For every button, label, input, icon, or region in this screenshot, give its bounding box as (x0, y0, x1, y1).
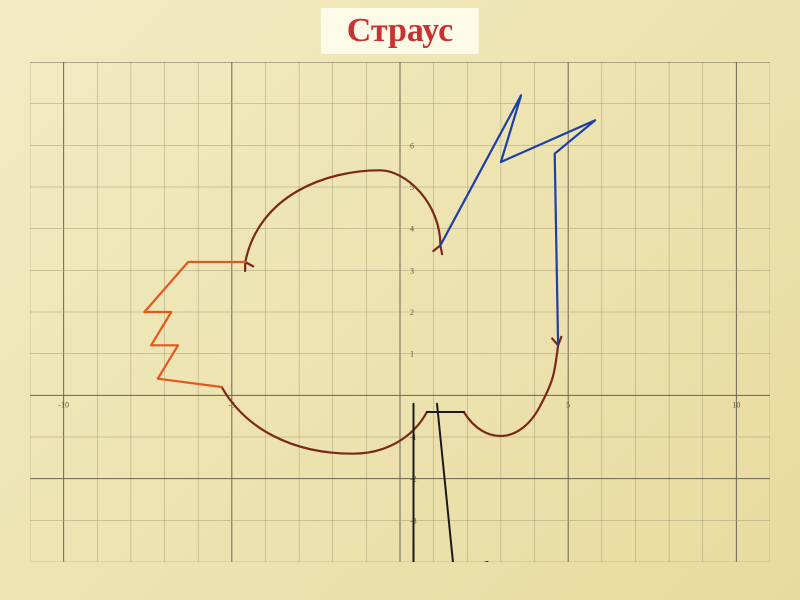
svg-text:3: 3 (410, 266, 414, 275)
title-text: Страус (347, 12, 453, 49)
svg-text:4: 4 (410, 225, 414, 234)
svg-text:6: 6 (410, 141, 414, 150)
plot-svg: 510-10-5123456-3-2-1 (30, 62, 770, 562)
svg-text:5: 5 (566, 400, 570, 409)
svg-text:10: 10 (732, 400, 740, 409)
page-title: Страус (321, 8, 479, 54)
svg-text:2: 2 (410, 308, 414, 317)
coordinate-grid: 510-10-5123456-3-2-1 (30, 62, 770, 562)
page: Страус 510-10-5123456-3-2-1 (0, 0, 800, 600)
svg-text:-10: -10 (58, 400, 69, 409)
svg-text:1: 1 (410, 350, 414, 359)
